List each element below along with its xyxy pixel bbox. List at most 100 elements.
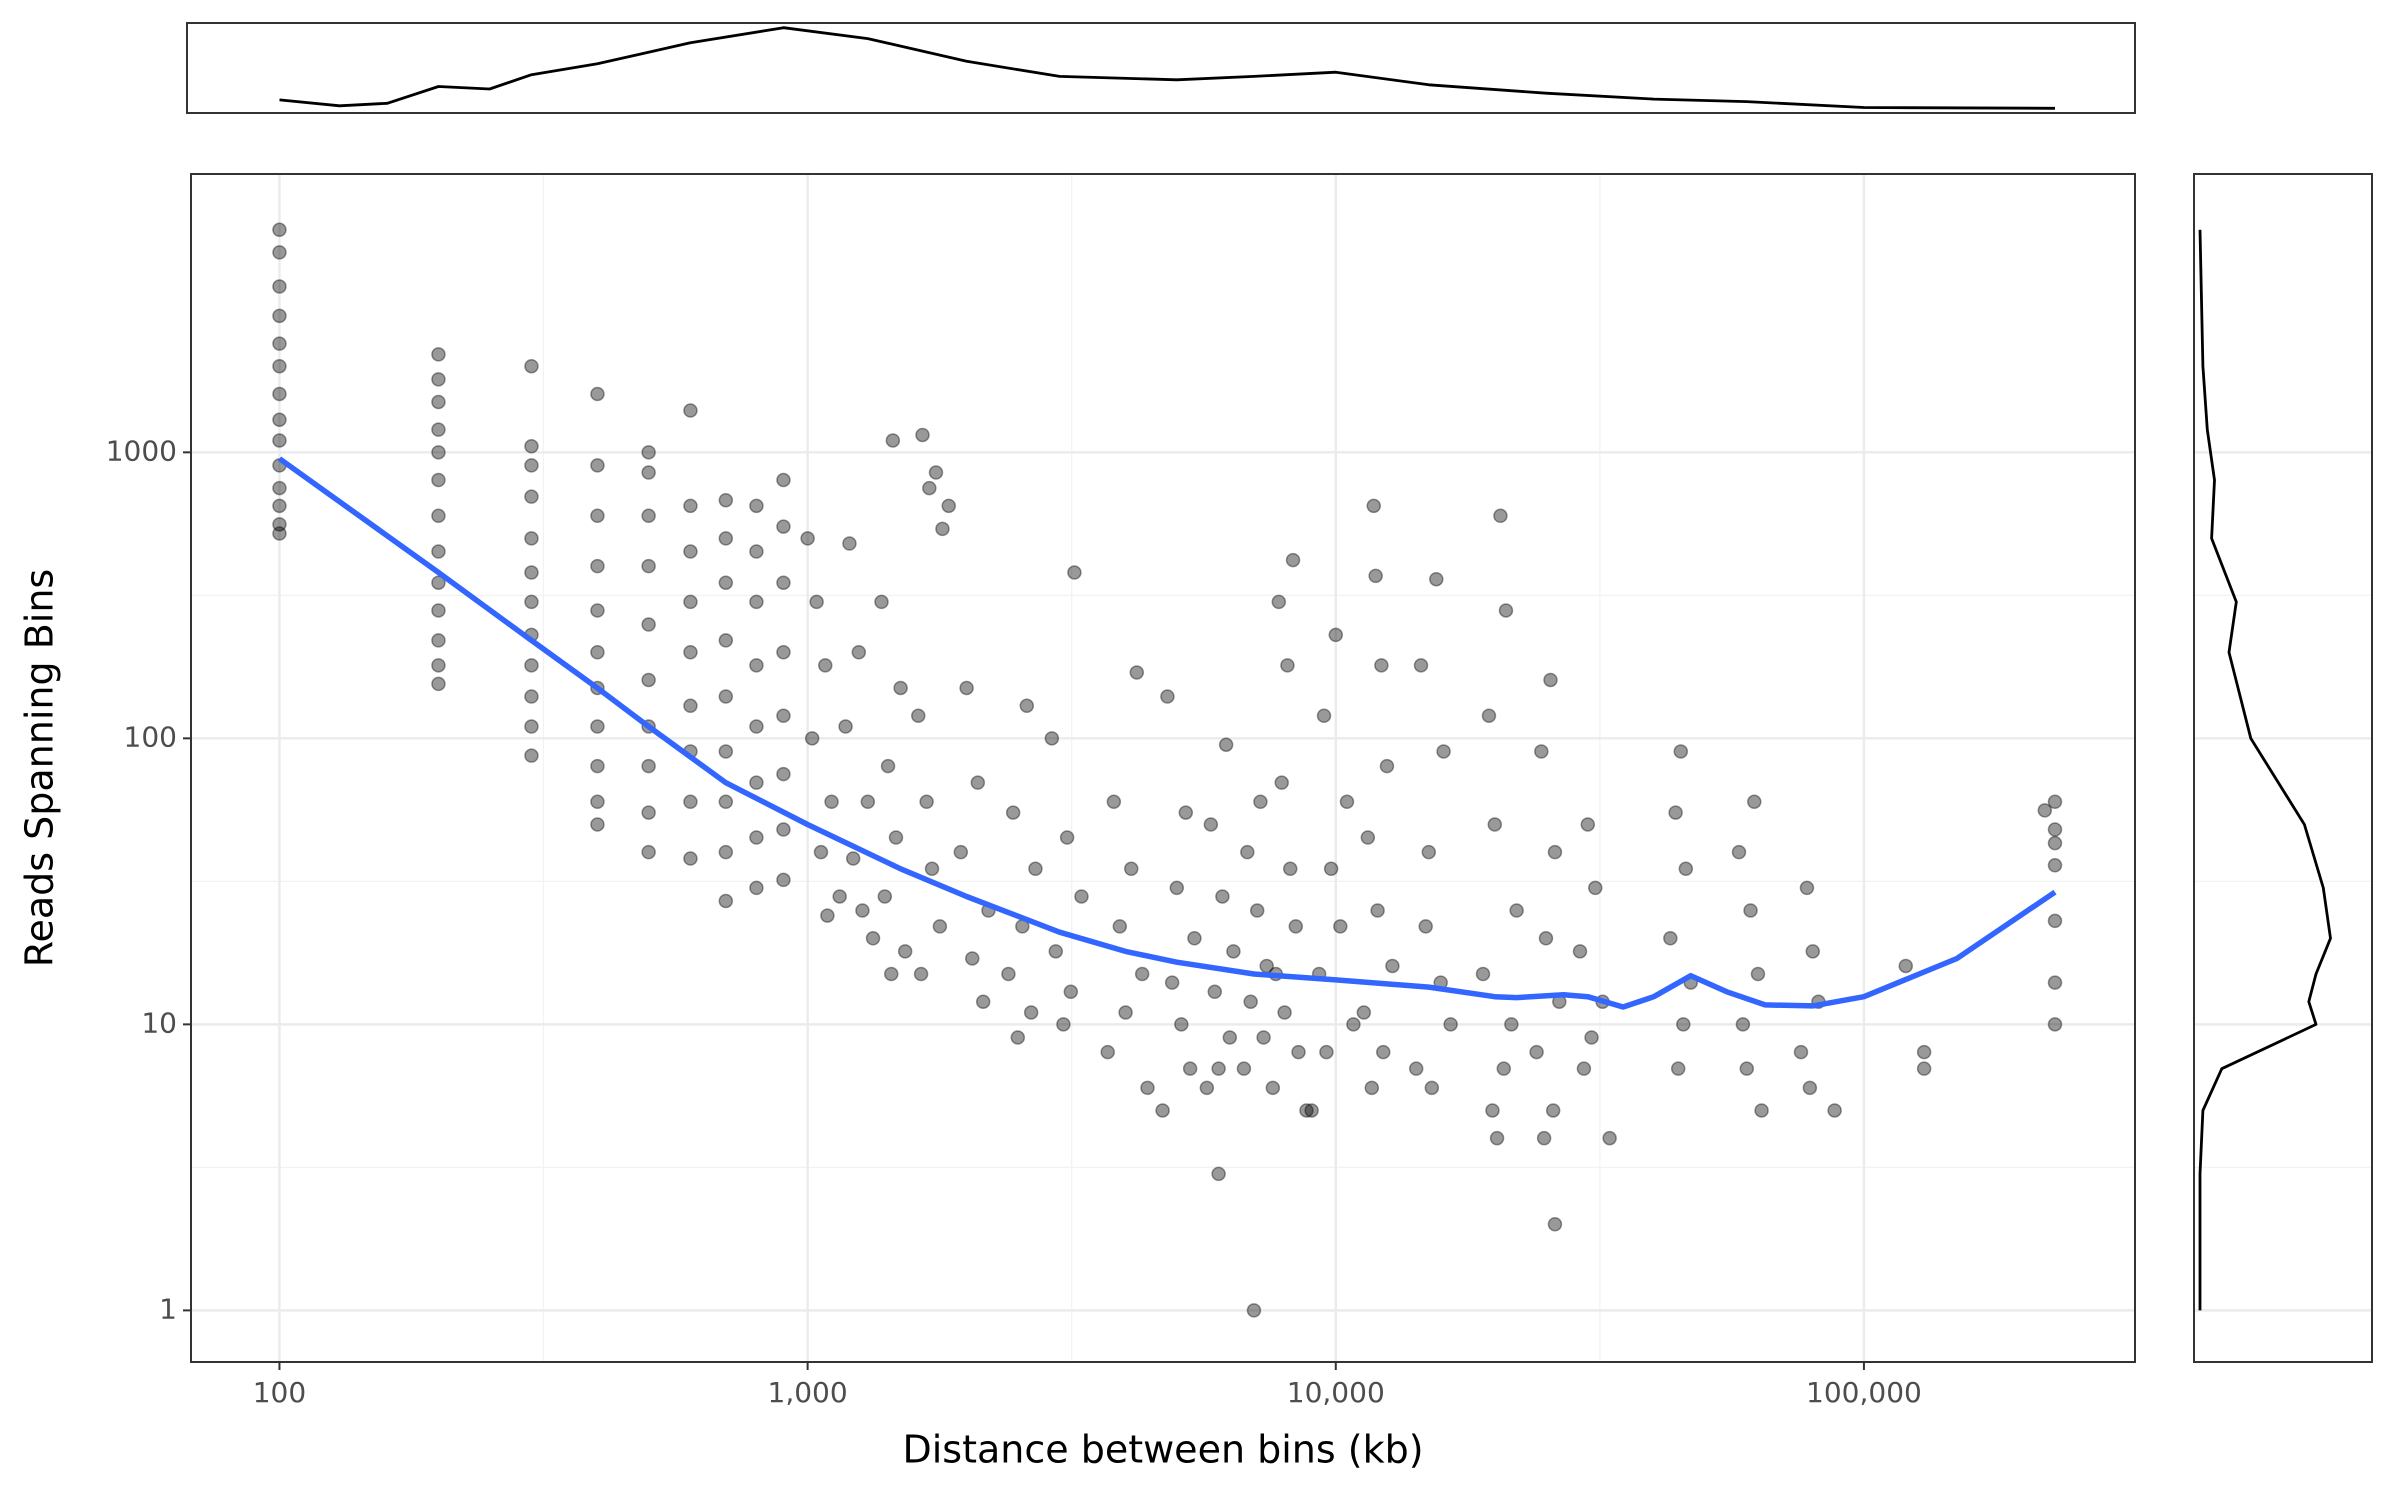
point — [1475, 966, 1491, 982]
point — [804, 731, 820, 746]
point — [272, 526, 287, 541]
point — [1743, 903, 1758, 918]
point — [431, 422, 446, 437]
point — [683, 851, 698, 866]
point — [524, 689, 539, 704]
point — [431, 445, 446, 460]
point — [431, 508, 446, 524]
grid-layer — [191, 174, 2372, 1362]
x-tick-label: 10,000 — [1287, 1376, 1385, 1409]
point — [832, 889, 847, 904]
point — [776, 645, 791, 660]
point — [1215, 889, 1230, 904]
point — [1304, 1103, 1319, 1118]
point — [641, 672, 656, 688]
point — [1001, 966, 1016, 982]
point — [718, 689, 734, 704]
point — [1663, 931, 1678, 946]
point — [2047, 913, 2063, 929]
point — [1199, 1080, 1215, 1096]
point — [1169, 880, 1185, 896]
point — [718, 744, 734, 759]
point — [1316, 708, 1332, 723]
point — [641, 465, 656, 480]
point — [1339, 794, 1355, 810]
point — [959, 680, 974, 696]
point — [1112, 919, 1128, 934]
point — [1584, 1030, 1599, 1045]
point — [272, 336, 287, 351]
point — [718, 492, 734, 508]
point — [1056, 1017, 1071, 1032]
point — [272, 517, 287, 532]
point — [1545, 1103, 1561, 1118]
point — [1187, 931, 1202, 946]
point — [1236, 1061, 1252, 1076]
point — [272, 308, 287, 324]
point — [1211, 1061, 1226, 1076]
point — [893, 680, 908, 696]
point — [1155, 1103, 1170, 1118]
point — [1496, 1061, 1512, 1076]
point — [272, 358, 287, 374]
x-tick-label: 100,000 — [1806, 1376, 1922, 1409]
point — [922, 480, 937, 496]
point — [1588, 880, 1603, 896]
point — [1529, 1044, 1544, 1060]
point — [877, 889, 893, 904]
point — [431, 603, 446, 618]
y-tick-label: 1 — [159, 1292, 177, 1325]
point — [431, 372, 446, 387]
point — [1360, 830, 1376, 845]
point — [928, 465, 944, 480]
point — [683, 645, 698, 660]
point — [776, 708, 791, 723]
point — [776, 472, 791, 488]
point — [683, 698, 698, 714]
point — [1028, 861, 1043, 877]
mark-layer — [272, 222, 2063, 1318]
point — [431, 394, 446, 410]
point — [749, 880, 764, 896]
point — [590, 603, 605, 618]
point — [1547, 844, 1563, 860]
point — [683, 544, 698, 559]
point — [1504, 1017, 1519, 1032]
point — [776, 872, 791, 888]
point — [431, 472, 446, 488]
point — [718, 893, 734, 909]
point — [800, 531, 815, 546]
point — [272, 433, 287, 448]
point — [970, 775, 986, 790]
point — [524, 439, 539, 454]
point — [885, 433, 901, 448]
point — [1799, 880, 1815, 896]
main-panel-border — [190, 173, 2136, 1363]
point — [1160, 689, 1175, 704]
point — [641, 617, 656, 632]
point — [524, 594, 539, 610]
point — [1129, 665, 1145, 680]
point — [845, 851, 861, 866]
point — [1333, 919, 1348, 934]
point — [524, 358, 539, 374]
point — [776, 519, 791, 534]
point — [1580, 817, 1596, 832]
point — [272, 386, 287, 402]
point — [924, 861, 940, 877]
point — [860, 794, 876, 810]
point — [1253, 794, 1268, 810]
point — [1271, 594, 1287, 610]
point — [1366, 498, 1381, 514]
point — [1754, 1103, 1769, 1118]
point — [1678, 861, 1694, 877]
point — [1010, 1030, 1026, 1045]
point — [1493, 508, 1508, 524]
point — [683, 594, 698, 610]
point — [718, 531, 734, 546]
point — [1256, 1030, 1271, 1045]
top-panel-border — [186, 22, 2136, 114]
point — [683, 794, 698, 810]
point — [1547, 1217, 1563, 1232]
